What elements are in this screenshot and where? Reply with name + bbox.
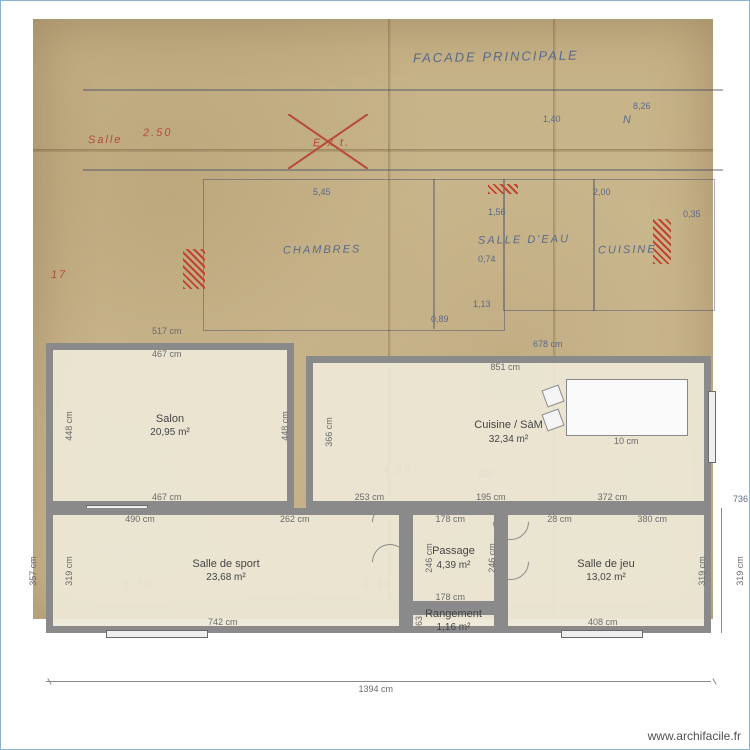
room-salon: Salon20,95 m² <box>46 343 294 508</box>
dimension: 467 cm <box>152 492 182 502</box>
dimension: 742 cm <box>208 617 238 627</box>
dimension: 28 cm <box>547 514 572 524</box>
annotation: N <box>623 114 633 126</box>
window <box>106 630 208 638</box>
annotation: 2.50 <box>143 127 173 140</box>
room-area: 1,16 m² <box>425 621 482 635</box>
canvas: FACADE PRINCIPALESalle2.50E x t.NCHAMBRE… <box>0 0 750 750</box>
window <box>561 630 643 638</box>
room-area: 4,39 m² <box>432 559 475 573</box>
window <box>708 391 716 463</box>
dimension: 357 cm <box>28 556 38 586</box>
dimension: 319 cm <box>64 556 74 586</box>
kitchen-counter <box>566 379 688 436</box>
red-cross <box>288 114 368 169</box>
paper-title: FACADE PRINCIPALE <box>413 48 579 66</box>
dimension: 372 cm <box>598 492 628 502</box>
annotation: 17 <box>51 269 67 281</box>
dimension: 178 cm <box>436 592 466 602</box>
room-sport: Salle de sport23,68 m² <box>46 508 406 633</box>
room-area: 32,34 m² <box>474 433 542 447</box>
dimension: 366 cm <box>324 417 334 447</box>
room-area: 23,68 m² <box>192 571 259 585</box>
dimension: 851 cm <box>491 362 521 372</box>
watermark: www.archifacile.fr <box>648 729 741 743</box>
dimension: 319 cm <box>697 556 707 586</box>
dimension: 195 cm <box>476 492 506 502</box>
room-name: Passage <box>432 544 475 559</box>
room-name: Salle de sport <box>192 556 259 571</box>
dimension: 467 cm <box>152 349 182 359</box>
annotation: Salle <box>88 134 123 147</box>
dimension: 517 cm <box>152 326 182 336</box>
room-jeu: Salle de jeu13,02 m² <box>501 508 711 633</box>
room-name: Cuisine / SàM <box>474 418 542 433</box>
room-area: 20,95 m² <box>150 426 189 440</box>
dimension: 408 cm <box>588 617 618 627</box>
dimension: 490 cm <box>125 514 155 524</box>
dimension: 1394 cm <box>359 684 394 694</box>
room-name: Salon <box>150 411 189 426</box>
dimension: 178 cm <box>436 514 466 524</box>
dimension: 448 cm <box>64 411 74 441</box>
dimension: 253 cm <box>355 492 385 502</box>
dimension: 448 cm <box>280 411 290 441</box>
dimension: 246 cm <box>424 543 434 573</box>
dimension: 380 cm <box>638 514 668 524</box>
dimension: 63 <box>414 615 424 625</box>
dimension: 262 cm <box>280 514 310 524</box>
room-name: Rangement <box>425 606 482 621</box>
room-area: 13,02 m² <box>577 571 635 585</box>
dimension: 319 cm <box>735 556 745 586</box>
room-name: Salle de jeu <box>577 556 635 571</box>
